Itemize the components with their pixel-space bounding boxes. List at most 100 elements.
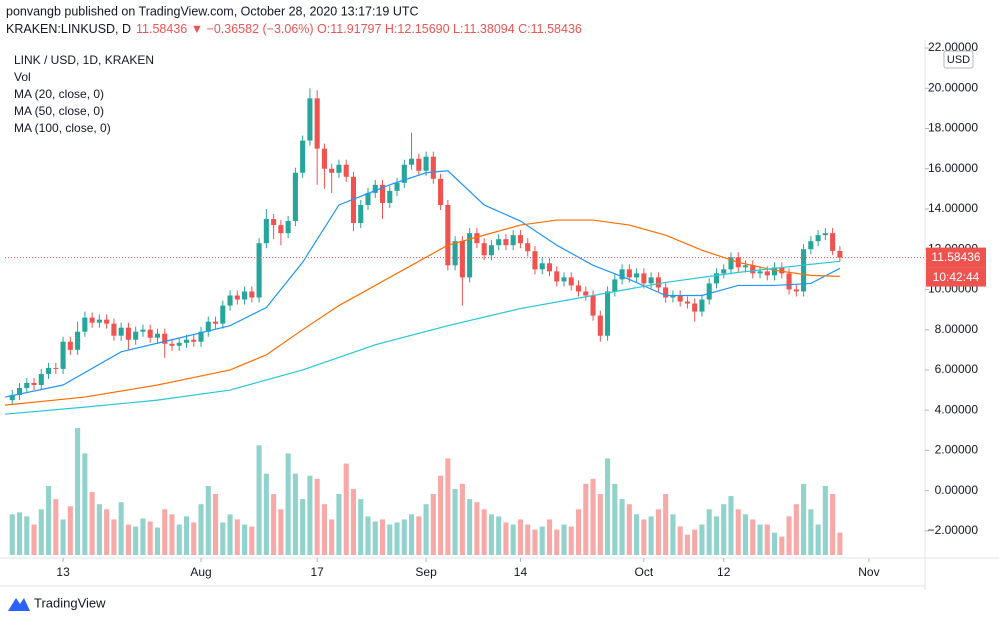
candle-body: [394, 182, 400, 191]
volume-bar: [162, 509, 168, 555]
volume-bar: [583, 483, 589, 555]
x-tick-label: Aug: [190, 565, 211, 579]
candle-body: [183, 339, 190, 343]
candle-body: [176, 342, 182, 346]
candle-body: [423, 156, 429, 171]
candle-body: [31, 382, 37, 386]
quote: 11.58436 ▼ −0.36582 (−3.06%) O:11.91797 …: [136, 22, 582, 36]
volume-bar: [779, 536, 785, 555]
last-price-box: [926, 247, 986, 268]
volume-bar: [619, 499, 625, 555]
candle-body: [147, 329, 153, 338]
candle-body: [699, 299, 705, 312]
volume-bar: [24, 516, 30, 555]
volume-bar: [220, 522, 226, 555]
candle-body: [140, 329, 146, 332]
volume-bar: [154, 527, 160, 555]
volume-bar: [677, 526, 683, 555]
volume-bar: [670, 514, 676, 555]
candle-body: [670, 295, 676, 298]
candle-body: [242, 291, 248, 300]
candle-body: [503, 239, 509, 246]
volume-bar: [801, 483, 807, 555]
volume-bar: [292, 473, 298, 555]
candle-body: [713, 273, 720, 284]
candle-body: [162, 333, 168, 344]
candle-body: [169, 343, 175, 346]
volume-bar: [423, 504, 429, 555]
symbol: KRAKEN:LINKUSD, D 11.58436 ▼ −0.36582 (−3…: [6, 22, 582, 36]
volume-bar: [409, 514, 415, 555]
candle-body: [263, 219, 269, 244]
candle-body: [401, 164, 407, 183]
volume-bar: [416, 516, 422, 555]
volume-bar: [517, 519, 523, 555]
last-price-label: 11.58436: [931, 250, 980, 264]
volume-bar: [445, 458, 451, 555]
candle-body: [409, 158, 415, 165]
candle-body: [677, 295, 683, 302]
candle-body: [510, 235, 516, 246]
candle-body: [561, 277, 567, 282]
candle-body: [779, 267, 785, 274]
volume-bar: [742, 514, 749, 555]
candle-body: [82, 317, 88, 332]
volume-bar: [343, 463, 349, 555]
volume-bar: [728, 496, 734, 555]
volume-bar: [590, 478, 596, 555]
candle-body: [234, 295, 240, 300]
candle-body: [597, 315, 603, 336]
currency-box: [943, 50, 974, 69]
symbol-name: KRAKEN:LINKUSD, D: [6, 22, 131, 36]
volume-bar: [38, 509, 44, 555]
candle-body: [808, 241, 814, 250]
volume-bar: [358, 499, 364, 555]
volume-bar: [111, 519, 117, 555]
candle-body: [16, 388, 23, 396]
candle-body: [212, 321, 219, 324]
candle-body: [307, 98, 313, 141]
candle-body: [626, 269, 632, 278]
candle-body: [517, 235, 523, 244]
volume-bar: [605, 458, 611, 555]
countdown-box: [926, 267, 986, 287]
volume-bar: [772, 532, 778, 555]
y-tick-label: 18.00000: [928, 121, 978, 135]
candle-body: [372, 184, 378, 193]
candle-body: [314, 98, 320, 149]
candle-body: [692, 303, 698, 312]
volume-bar: [321, 504, 327, 555]
candle-body: [772, 267, 778, 276]
candle-body: [9, 395, 15, 401]
legend-title: LINK / USD, 1D, KRAKEN: [14, 53, 154, 67]
candle-body: [256, 243, 262, 298]
volume-bar: [793, 504, 799, 555]
volume-bar: [401, 519, 407, 555]
volume-bar: [67, 506, 73, 555]
logo-icon: [8, 598, 30, 611]
candle-body: [329, 168, 335, 173]
candle-body: [532, 251, 538, 270]
logo-text: TradingView: [34, 595, 106, 610]
volume-bar: [31, 524, 37, 555]
candle-body: [583, 291, 589, 296]
candle-body: [837, 250, 843, 258]
candle-body: [786, 273, 792, 290]
candle-body: [60, 341, 66, 369]
candle-body: [53, 367, 59, 369]
volume-bar: [459, 483, 465, 555]
candle-body: [350, 176, 357, 224]
candle-body: [445, 204, 451, 266]
candle-body: [568, 277, 574, 286]
candle-body: [546, 263, 553, 272]
volume-bar: [634, 514, 640, 555]
volume-bar: [285, 453, 291, 555]
x-tick-label: 14: [514, 565, 528, 579]
publisher: ponvangb published on TradingView.com, O…: [6, 4, 419, 18]
volume-bar: [467, 499, 473, 555]
volume-bar: [336, 494, 342, 555]
y-tick-label: 8.00000: [935, 322, 979, 336]
candle-body: [111, 323, 117, 336]
volume-bar: [191, 522, 197, 555]
volume-bar: [60, 519, 66, 555]
